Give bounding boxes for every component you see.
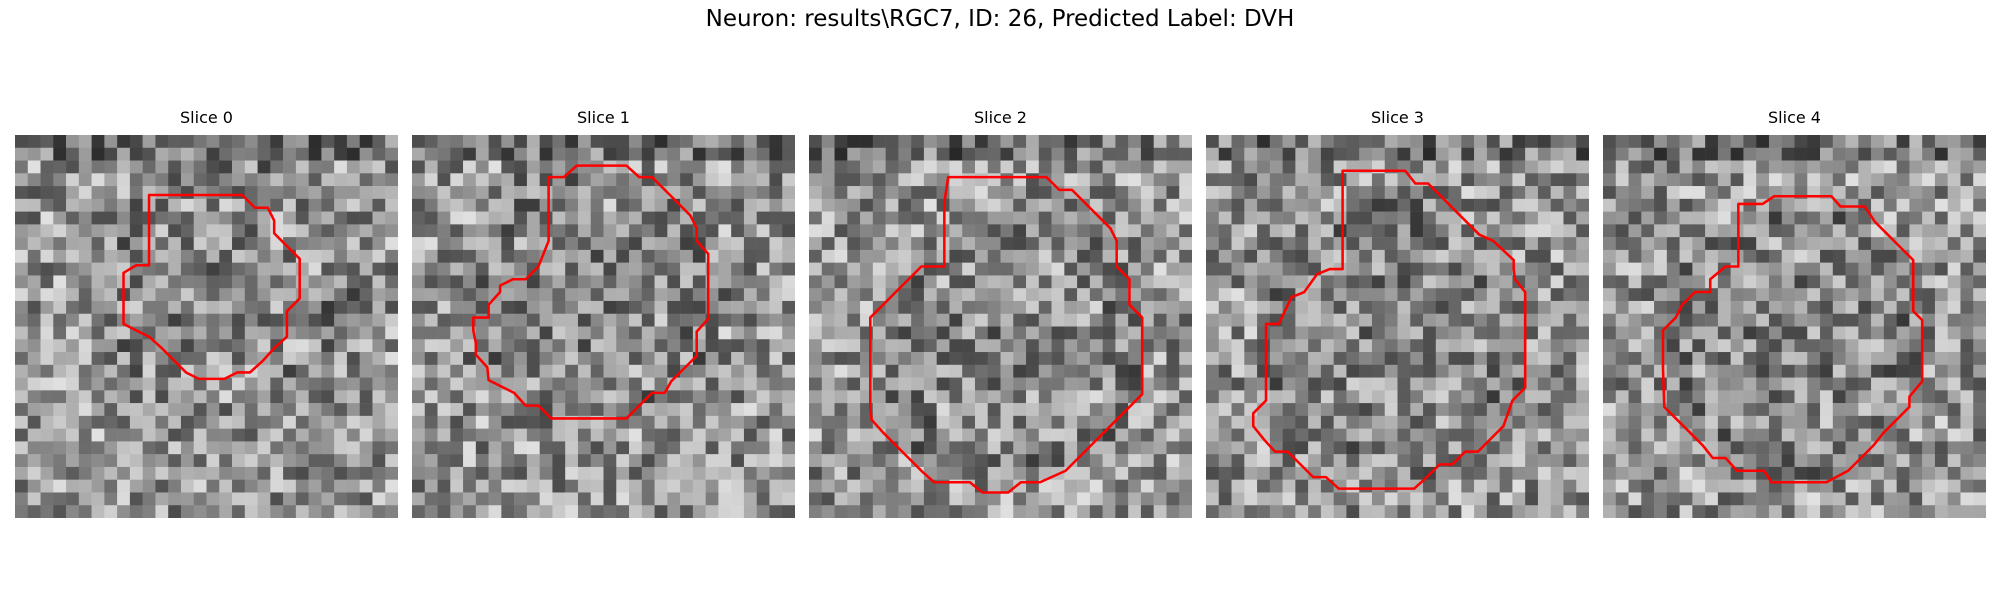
slice-pixels [412,135,795,518]
slice-title: Slice 4 [1768,108,1821,127]
roi-contour [1251,169,1527,490]
slice-image-3 [1206,135,1589,518]
slice-panel-1: Slice 1 [412,108,795,518]
slice-panel-2: Slice 2 [809,108,1192,518]
slice-title: Slice 0 [180,108,233,127]
slice-title: Slice 2 [974,108,1027,127]
roi-contour [472,164,710,420]
slice-pixels [809,135,1192,518]
slice-panel-0: Slice 0 [15,108,398,518]
slice-panel-4: Slice 4 [1603,108,1986,518]
figure-title: Neuron: results\RGC7, ID: 26, Predicted … [705,6,1295,32]
roi-contour [1661,195,1924,484]
slice-pixels [1206,135,1589,518]
slice-pixels [15,135,398,518]
slice-image-2 [809,135,1192,518]
slice-image-4 [1603,135,1986,518]
roi-contour [869,175,1144,494]
slice-title: Slice 3 [1371,108,1424,127]
slice-panel-3: Slice 3 [1206,108,1589,518]
slice-image-1 [412,135,795,518]
slice-pixels [1603,135,1986,518]
roi-contour [122,193,301,381]
slice-image-0 [15,135,398,518]
slice-title: Slice 1 [577,108,630,127]
